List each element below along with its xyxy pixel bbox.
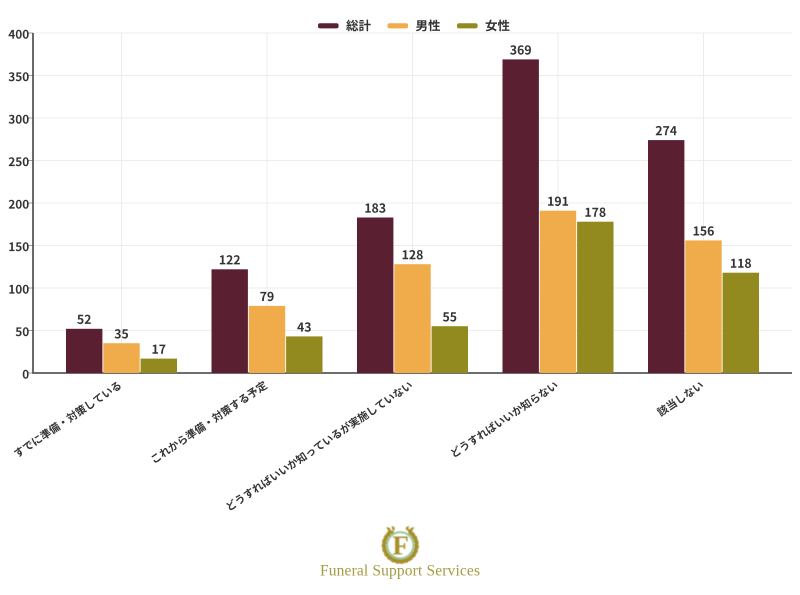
svg-text:F: F xyxy=(392,531,409,561)
svg-text:Funeral Support Services: Funeral Support Services xyxy=(320,563,480,580)
